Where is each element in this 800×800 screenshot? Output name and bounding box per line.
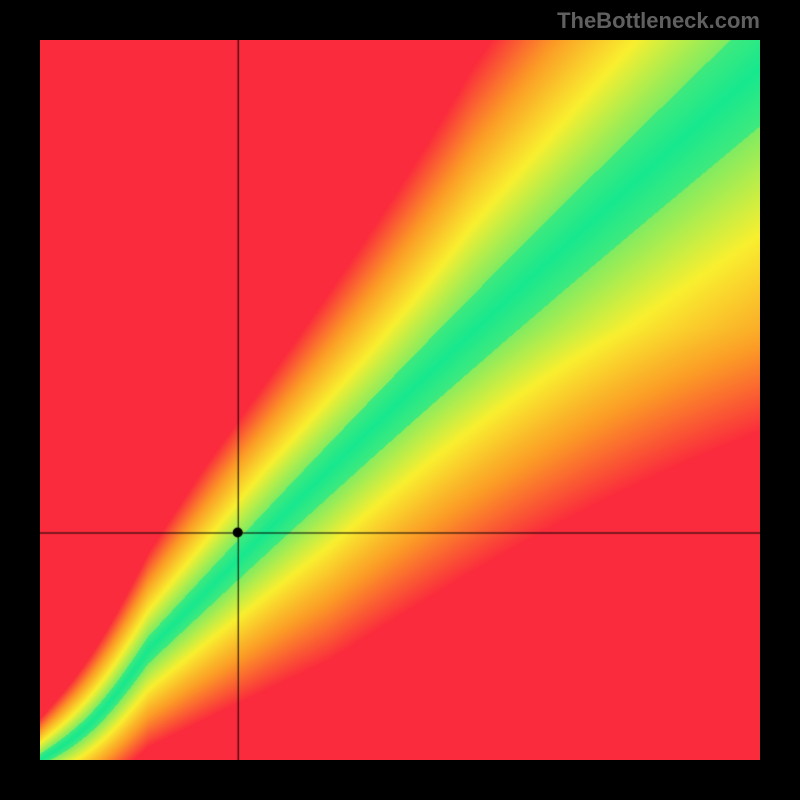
heatmap-canvas [40,40,760,760]
plot-area [40,40,760,760]
root-container: TheBottleneck.com [0,0,800,800]
watermark-text: TheBottleneck.com [557,8,760,34]
